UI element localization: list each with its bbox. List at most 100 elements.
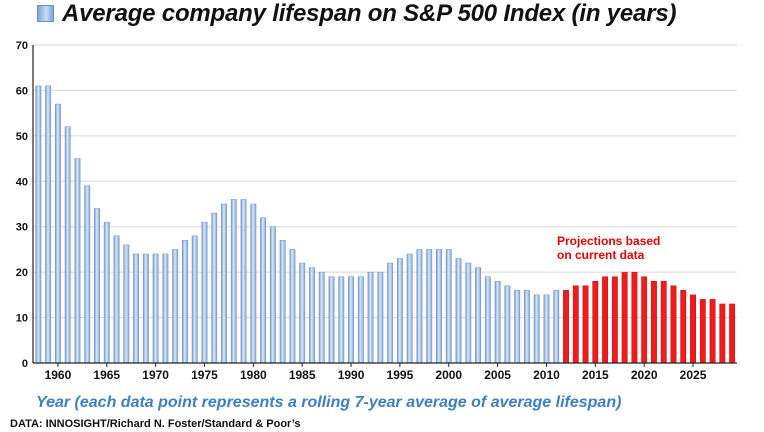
- x-tick-label: 2015: [582, 368, 609, 382]
- projection-bar: [572, 285, 579, 364]
- x-tick-label: 2005: [484, 368, 511, 382]
- projection-annotation-line1: Projections based: [557, 234, 660, 248]
- historical-bar: [74, 158, 81, 364]
- historical-bar: [455, 258, 462, 364]
- historical-bar: [142, 253, 149, 364]
- x-tick-label: 1985: [289, 368, 316, 382]
- historical-bar: [357, 276, 364, 364]
- projection-bar: [690, 294, 696, 364]
- projection-bar: [611, 276, 618, 364]
- x-tick-label: 1995: [387, 368, 414, 382]
- historical-bar: [426, 249, 433, 364]
- projection-bar: [563, 290, 569, 364]
- x-tick-label: 1965: [93, 368, 120, 382]
- historical-bar: [436, 249, 442, 364]
- y-tick-label: 60: [16, 85, 28, 97]
- projection-bar: [670, 285, 677, 364]
- historical-bar: [533, 294, 540, 364]
- historical-bar: [152, 253, 159, 364]
- historical-bar: [133, 253, 140, 364]
- y-tick-label: 40: [16, 176, 28, 188]
- historical-bar: [211, 212, 218, 364]
- historical-bar: [387, 262, 394, 364]
- historical-bar: [269, 226, 276, 364]
- x-tick-label: 2020: [631, 368, 658, 382]
- historical-bar: [172, 249, 179, 364]
- historical-bar: [543, 294, 550, 364]
- projection-bar: [621, 271, 628, 364]
- historical-bar: [103, 221, 110, 364]
- historical-bar: [94, 208, 100, 364]
- projection-bar: [719, 303, 726, 364]
- projection-bar: [602, 276, 609, 364]
- x-tick-label: 1990: [338, 368, 365, 382]
- historical-bar: [113, 235, 120, 364]
- bar-chart: 0 10 20 30 40 50 60 70 1960 1965 1970 1975 1980 1985 1…: [16, 40, 737, 382]
- historical-bar: [494, 280, 501, 364]
- y-tick-label: 70: [16, 40, 28, 52]
- y-tick-label: 10: [16, 313, 28, 325]
- x-tick-label: 1960: [45, 368, 72, 382]
- y-tick-label: 30: [16, 222, 28, 234]
- historical-bar: [84, 185, 91, 364]
- y-tick-label: 50: [16, 131, 28, 143]
- historical-bar: [182, 240, 188, 364]
- projection-bar: [592, 280, 599, 364]
- historical-bar: [240, 199, 247, 364]
- projection-bar: [660, 280, 667, 364]
- historical-bar: [465, 262, 472, 364]
- historical-bar: [230, 199, 237, 364]
- historical-bar: [191, 235, 198, 364]
- historical-bar: [328, 276, 335, 364]
- historical-bar: [299, 262, 306, 364]
- historical-bar: [35, 85, 42, 364]
- projection-bar: [582, 285, 589, 364]
- historical-bar: [367, 271, 374, 364]
- source-note: DATA: INNOSIGHT/Richard N. Foster/Standa…: [10, 418, 301, 430]
- projection-bar: [651, 280, 657, 364]
- projection-bar: [631, 271, 638, 364]
- y-tick-label: 0: [22, 358, 28, 370]
- historical-bar: [279, 240, 286, 364]
- historical-bar: [64, 126, 71, 364]
- x-tick-label: 2000: [435, 368, 462, 382]
- historical-bar: [250, 203, 257, 364]
- x-tick-label: 1970: [142, 368, 169, 382]
- historical-bar: [514, 290, 521, 364]
- y-tick-label: 20: [16, 267, 28, 279]
- x-tick-label: 2025: [680, 368, 707, 382]
- historical-bar: [348, 276, 354, 364]
- historical-bar: [309, 267, 315, 364]
- projection-bar: [709, 299, 716, 364]
- historical-bar: [445, 249, 452, 364]
- historical-bar: [475, 267, 482, 364]
- projection-bar: [680, 290, 687, 364]
- historical-bar: [504, 285, 511, 364]
- legend-swatch: [37, 5, 54, 22]
- historical-bar: [377, 271, 384, 364]
- historical-bar: [406, 253, 413, 364]
- historical-bar: [162, 253, 169, 364]
- historical-bar: [289, 249, 296, 364]
- x-tick-label: 2010: [533, 368, 560, 382]
- projection-bar: [699, 299, 706, 364]
- projection-annotation-line2: on current data: [557, 248, 645, 262]
- historical-bar: [318, 271, 325, 364]
- historical-bar: [201, 221, 208, 364]
- historical-bar: [338, 276, 345, 364]
- historical-bar: [45, 85, 52, 364]
- historical-bar: [553, 290, 560, 364]
- historical-bar: [396, 258, 403, 364]
- historical-bar: [221, 203, 227, 364]
- historical-bar: [484, 276, 491, 364]
- historical-bar: [54, 103, 61, 364]
- x-tick-label: 1975: [191, 368, 218, 382]
- historical-bar: [523, 290, 530, 364]
- projection-bar: [729, 303, 736, 364]
- historical-bar: [260, 217, 267, 364]
- projection-bar: [641, 276, 648, 364]
- x-axis-label: Year (each data point represents a rolli…: [36, 394, 622, 411]
- x-tick-label: 1980: [240, 368, 267, 382]
- chart-title: Average company lifespan on S&P 500 Inde…: [62, 0, 677, 27]
- historical-bar: [416, 249, 423, 364]
